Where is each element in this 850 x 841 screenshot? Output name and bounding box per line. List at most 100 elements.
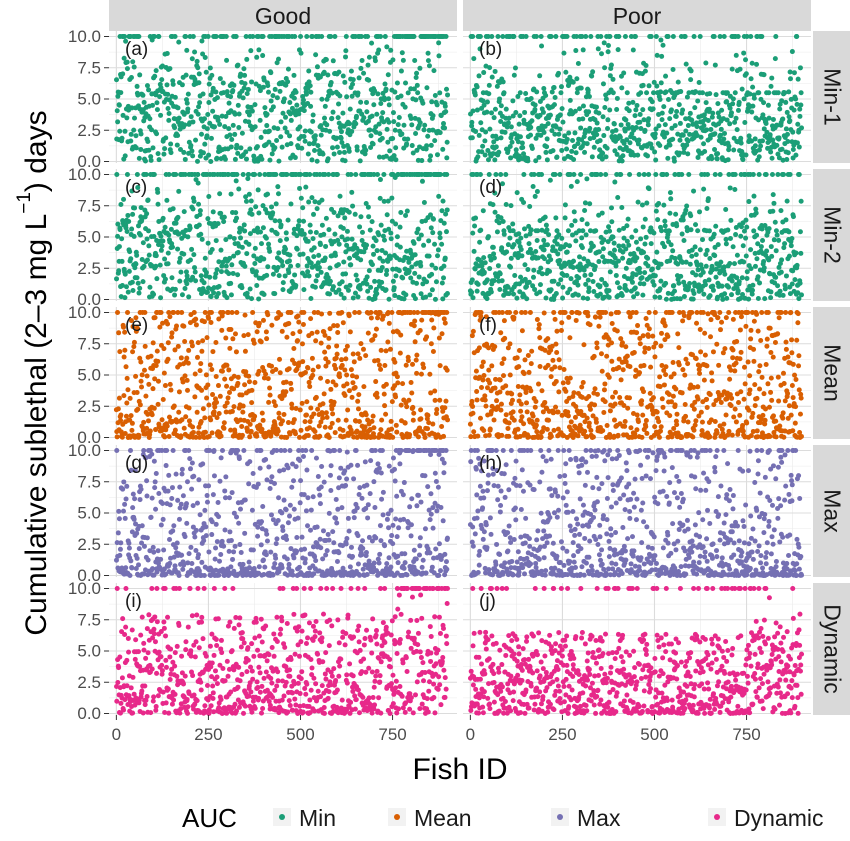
data-point xyxy=(286,321,291,326)
data-point xyxy=(273,218,278,223)
data-point xyxy=(659,262,664,267)
data-point xyxy=(136,433,141,438)
data-point xyxy=(298,34,303,39)
data-point xyxy=(592,145,597,150)
data-point xyxy=(355,148,360,153)
data-point xyxy=(199,419,204,424)
data-point xyxy=(356,406,361,411)
data-point xyxy=(192,394,197,399)
data-point xyxy=(418,328,423,333)
data-point xyxy=(255,329,260,334)
data-point xyxy=(280,287,285,292)
data-point xyxy=(776,90,781,95)
data-point xyxy=(502,232,507,237)
data-point xyxy=(389,427,394,432)
data-point xyxy=(150,386,155,391)
data-point xyxy=(596,127,601,132)
data-point xyxy=(274,201,279,206)
data-point xyxy=(722,131,727,136)
data-point xyxy=(319,34,324,39)
data-point xyxy=(256,369,261,374)
data-point xyxy=(422,435,427,440)
data-point xyxy=(295,247,300,252)
data-point xyxy=(145,139,150,144)
data-point xyxy=(267,158,272,163)
data-point xyxy=(143,394,148,399)
data-point xyxy=(445,207,450,212)
data-point xyxy=(556,282,561,287)
data-point xyxy=(521,200,526,205)
data-point xyxy=(400,381,405,386)
data-point xyxy=(280,418,285,423)
data-point xyxy=(312,245,317,250)
data-point xyxy=(779,270,784,275)
data-point xyxy=(404,363,409,368)
data-point xyxy=(288,310,293,315)
data-point xyxy=(207,82,212,87)
data-point xyxy=(780,117,785,122)
data-point xyxy=(580,245,585,250)
data-point xyxy=(431,217,436,222)
data-point xyxy=(693,272,698,277)
data-point xyxy=(643,69,648,74)
data-point xyxy=(196,181,201,186)
data-point xyxy=(298,407,303,412)
data-point xyxy=(584,176,589,181)
data-point xyxy=(222,420,227,425)
data-point xyxy=(542,311,547,316)
data-point xyxy=(365,274,370,279)
data-point xyxy=(413,252,418,257)
data-point xyxy=(325,379,330,384)
data-point xyxy=(517,348,522,353)
data-point xyxy=(307,274,312,279)
data-point xyxy=(353,212,358,217)
data-point xyxy=(196,112,201,117)
data-point xyxy=(481,360,486,365)
data-point xyxy=(532,287,537,292)
data-point xyxy=(529,227,534,232)
data-point xyxy=(234,143,239,148)
data-point xyxy=(384,268,389,273)
data-point xyxy=(354,273,359,278)
data-point xyxy=(315,206,320,211)
data-point xyxy=(173,287,178,292)
data-point xyxy=(764,172,769,177)
data-point xyxy=(312,148,317,153)
data-point xyxy=(187,418,192,423)
data-point xyxy=(661,104,666,109)
data-point xyxy=(213,89,218,94)
data-point xyxy=(308,223,313,228)
data-point xyxy=(305,269,310,274)
data-point xyxy=(499,433,504,438)
data-point xyxy=(684,204,689,209)
data-point xyxy=(272,291,277,296)
data-point xyxy=(241,95,246,100)
data-point xyxy=(766,103,771,108)
data-point xyxy=(588,407,593,412)
data-point xyxy=(431,68,436,73)
data-point xyxy=(529,361,534,366)
data-point xyxy=(118,413,123,418)
data-point xyxy=(544,144,549,149)
data-point xyxy=(185,234,190,239)
data-point xyxy=(125,213,130,218)
data-point xyxy=(403,105,408,110)
data-point xyxy=(303,370,308,375)
data-point xyxy=(655,217,660,222)
data-point xyxy=(205,335,210,340)
data-point xyxy=(590,154,595,159)
data-point xyxy=(182,339,187,344)
data-point xyxy=(372,279,377,284)
data-point xyxy=(199,132,204,137)
data-point xyxy=(734,53,739,58)
data-point xyxy=(324,57,329,62)
data-point xyxy=(159,248,164,253)
data-point xyxy=(304,399,309,404)
data-point xyxy=(392,90,397,95)
data-point xyxy=(205,382,210,387)
data-point xyxy=(783,217,788,222)
data-point xyxy=(492,115,497,120)
data-point xyxy=(308,90,313,95)
data-point xyxy=(561,380,566,385)
data-point xyxy=(492,344,497,349)
